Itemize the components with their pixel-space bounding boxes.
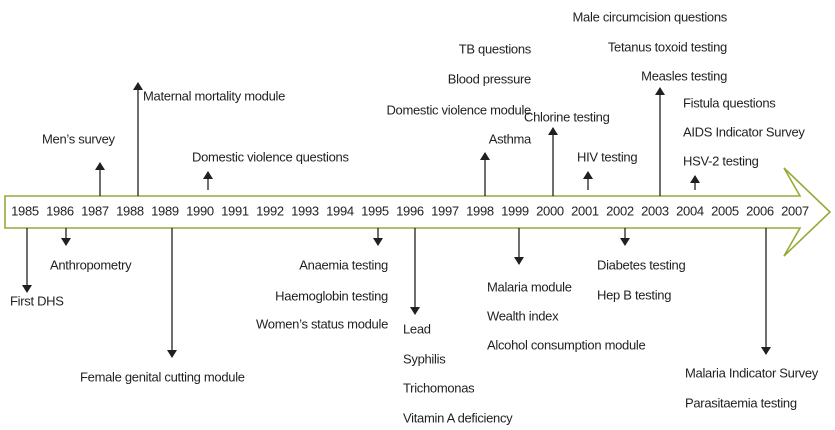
year-label: 1999 xyxy=(501,203,529,218)
year-label: 1985 xyxy=(11,203,39,218)
event-label: Malaria module xyxy=(487,279,572,294)
event-label: Trichomonas xyxy=(403,380,475,395)
year-label: 1992 xyxy=(256,203,284,218)
event-label: HSV-2 testing xyxy=(683,153,759,168)
year-label: 2007 xyxy=(781,203,809,218)
event-label: Domestic violence questions xyxy=(192,149,349,164)
event-label: Domestic violence module xyxy=(386,102,531,117)
timeline-band xyxy=(4,167,832,257)
event-label: AIDS Indicator Survey xyxy=(683,124,805,139)
year-label: 1998 xyxy=(466,203,494,218)
event-label: Measles testing xyxy=(641,68,727,83)
event-label: Male circumcision questions xyxy=(573,9,728,24)
event-label: Women’s status module xyxy=(256,316,388,331)
event-label: Parasitaemia testing xyxy=(685,395,797,410)
year-label: 1995 xyxy=(361,203,389,218)
event-label: Lead xyxy=(403,321,431,336)
year-label: 1996 xyxy=(396,203,424,218)
year-label: 2000 xyxy=(536,203,564,218)
event-label: Diabetes testing xyxy=(597,257,685,272)
year-label: 1986 xyxy=(46,203,74,218)
event-label: Asthma xyxy=(489,131,532,146)
year-label: 1988 xyxy=(116,203,144,218)
event-label: Syphilis xyxy=(403,351,446,366)
event-label: Blood pressure xyxy=(448,71,531,86)
event-label: HIV testing xyxy=(577,149,637,164)
year-label: 1991 xyxy=(221,203,249,218)
year-label: 1994 xyxy=(326,203,354,218)
event-label: Men’s survey xyxy=(42,131,116,146)
event-label: Alcohol consumption module xyxy=(487,337,645,352)
event-label: TB questions xyxy=(459,41,532,56)
year-label: 1990 xyxy=(186,203,214,218)
year-label: 2003 xyxy=(641,203,669,218)
year-label: 1993 xyxy=(291,203,319,218)
year-label: 2006 xyxy=(746,203,774,218)
event-label: Malaria Indicator Survey xyxy=(685,365,819,380)
event-label: Female genital cutting module xyxy=(80,369,245,384)
year-label: 2002 xyxy=(606,203,634,218)
event-label: Anthropometry xyxy=(50,257,132,272)
year-label: 1987 xyxy=(81,203,109,218)
event-label: Fistula questions xyxy=(683,95,776,110)
year-label: 1997 xyxy=(431,203,459,218)
event-label: Haemoglobin testing xyxy=(275,288,388,303)
event-label: Chlorine testing xyxy=(524,109,610,124)
event-label: Anaemia testing xyxy=(299,257,388,272)
year-label: 2001 xyxy=(571,203,599,218)
year-label: 2004 xyxy=(676,203,704,218)
event-label: Tetanus toxoid testing xyxy=(608,39,727,54)
year-label: 1989 xyxy=(151,203,179,218)
event-label: Wealth index xyxy=(487,308,559,323)
year-label: 2005 xyxy=(711,203,739,218)
event-label: Hep B testing xyxy=(597,287,671,302)
event-label: First DHS xyxy=(10,293,64,308)
event-label: Maternal mortality module xyxy=(143,88,285,103)
event-label: Vitamin A deficiency xyxy=(403,410,513,425)
